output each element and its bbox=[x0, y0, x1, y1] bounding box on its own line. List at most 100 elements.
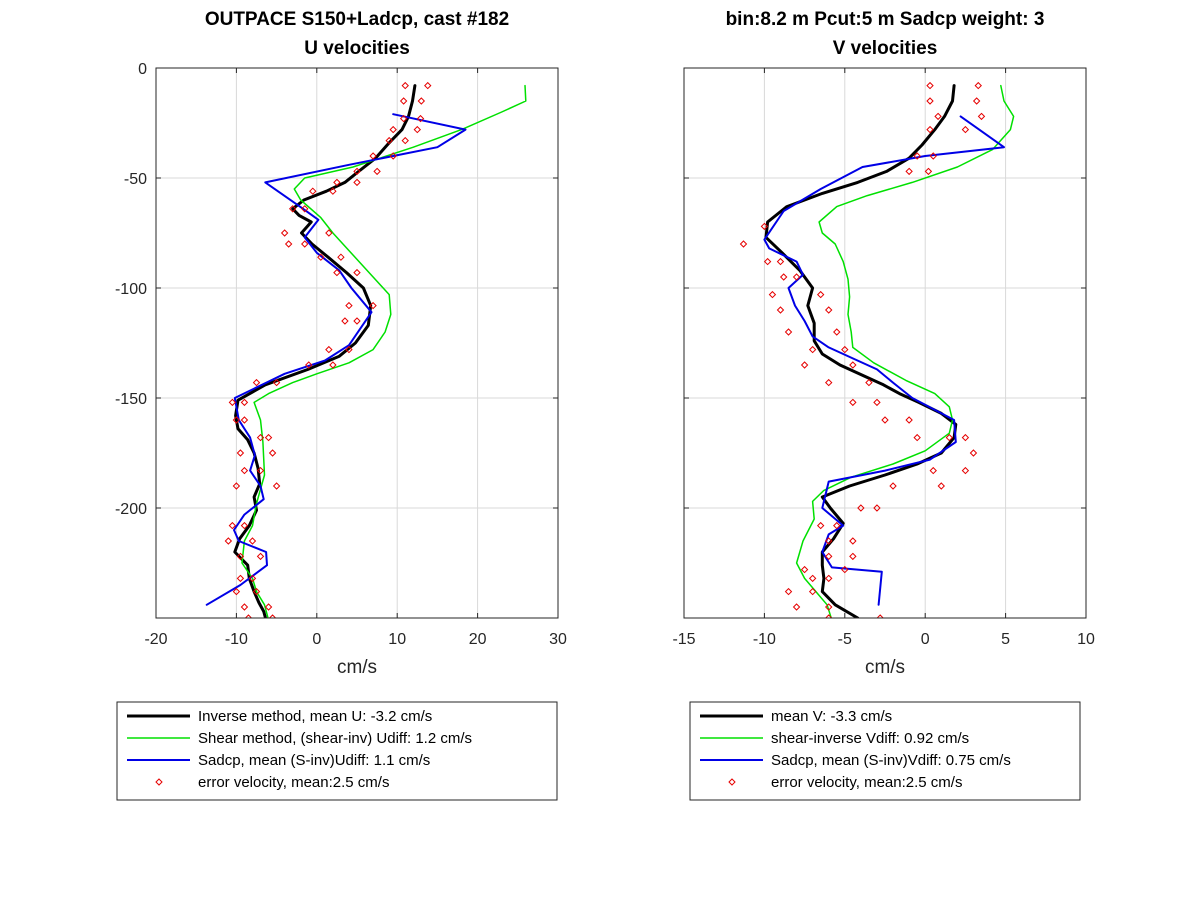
u-x-tick-label-4: 20 bbox=[469, 631, 487, 648]
u-error-point-10 bbox=[369, 152, 377, 160]
v-error-point-42 bbox=[857, 504, 865, 512]
u-error-point-39 bbox=[228, 398, 237, 407]
u-error-point-59 bbox=[252, 587, 261, 596]
v-velocity-panel: bin:8.2 m Pcut:5 m Sadcp weight: 3 V vel… bbox=[672, 9, 1095, 801]
u-error-point-28 bbox=[345, 301, 353, 310]
u-axes-box bbox=[155, 67, 559, 619]
v-error-point-35 bbox=[945, 433, 954, 442]
u-error-point-1 bbox=[424, 81, 432, 90]
v-error-point-18 bbox=[768, 290, 777, 299]
v-error-point-44 bbox=[816, 521, 825, 530]
v-error-point-23 bbox=[833, 328, 841, 336]
u-error-point-25 bbox=[337, 253, 345, 261]
v-x-tick-label-2: -5 bbox=[838, 631, 852, 648]
v-error-point-1 bbox=[974, 81, 982, 90]
v-x-axis-label: cm/s bbox=[865, 657, 905, 678]
u-x-tick-label-2: 0 bbox=[312, 631, 321, 648]
u-error-point-29 bbox=[369, 301, 377, 310]
v-error-point-16 bbox=[779, 273, 788, 281]
u-error-point-11 bbox=[389, 152, 397, 160]
v-axes-box bbox=[683, 67, 1087, 619]
v-grid bbox=[684, 68, 1086, 618]
u-ticks: -20 -10 0 10 20 300-50-100-150-200 bbox=[115, 61, 567, 648]
u-plot-area bbox=[205, 81, 527, 618]
u-series-line-1 bbox=[241, 84, 527, 618]
u-panel-subtitle: U velocities bbox=[304, 38, 410, 59]
u-error-point-8 bbox=[385, 136, 393, 145]
u-error-point-32 bbox=[325, 345, 333, 354]
u-error-point-36 bbox=[272, 378, 281, 387]
u-error-point-9 bbox=[401, 136, 409, 145]
u-y-tick-label-2: -100 bbox=[115, 281, 147, 298]
u-y-tick-label-0: 0 bbox=[138, 61, 147, 78]
u-error-point-57 bbox=[248, 574, 257, 583]
u-error-point-58 bbox=[232, 587, 241, 596]
u-error-point-55 bbox=[256, 552, 265, 561]
u-error-point-26 bbox=[333, 268, 341, 277]
v-error-point-21 bbox=[825, 306, 833, 314]
u-error-point-21 bbox=[325, 229, 333, 237]
u-error-point-51 bbox=[240, 521, 249, 530]
v-series-line-1 bbox=[795, 84, 1015, 618]
u-error-point-13 bbox=[373, 167, 381, 176]
v-error-point-7 bbox=[961, 125, 970, 134]
u-error-point-31 bbox=[353, 317, 361, 325]
v-error-point-39 bbox=[961, 466, 970, 475]
u-error-point-62 bbox=[244, 614, 253, 618]
v-error-point-3 bbox=[972, 97, 981, 105]
v-error-point-9 bbox=[929, 152, 937, 160]
u-error-point-47 bbox=[256, 466, 265, 475]
v-error-point-46 bbox=[825, 537, 833, 545]
v-error-point-32 bbox=[881, 416, 889, 424]
v-legend-label-0: mean V: -3.3 cm/s bbox=[771, 708, 892, 725]
v-error-point-10 bbox=[905, 167, 913, 176]
v-error-point-56 bbox=[792, 603, 801, 611]
u-velocity-panel: OUTPACE S150+Ladcp, cast #182 U velociti… bbox=[115, 9, 567, 801]
u-error-point-7 bbox=[413, 125, 422, 134]
u-x-axis-label: cm/s bbox=[337, 657, 377, 678]
u-error-point-6 bbox=[389, 125, 397, 134]
u-y-tick-label-3: -150 bbox=[115, 391, 147, 408]
u-error-point-35 bbox=[329, 361, 337, 369]
v-x-tick-label-4: 5 bbox=[1001, 631, 1010, 648]
v-error-point-38 bbox=[929, 466, 937, 475]
u-error-point-54 bbox=[236, 552, 245, 561]
u-error-point-30 bbox=[341, 317, 349, 325]
v-error-point-48 bbox=[825, 552, 833, 561]
v-error-point-0 bbox=[926, 81, 934, 90]
v-error-point-31 bbox=[873, 398, 881, 407]
v-error-point-27 bbox=[849, 361, 857, 369]
v-error-point-47 bbox=[849, 537, 857, 545]
v-error-point-33 bbox=[905, 416, 913, 424]
u-error-point-15 bbox=[353, 178, 361, 187]
v-error-point-5 bbox=[977, 112, 986, 121]
u-legend-swatch-3 bbox=[155, 778, 163, 786]
v-error-point-25 bbox=[841, 345, 849, 354]
u-error-point-38 bbox=[240, 398, 249, 407]
v-error-point-13 bbox=[739, 240, 748, 248]
v-error-point-51 bbox=[841, 565, 849, 574]
v-error-point-59 bbox=[876, 614, 884, 618]
u-error-point-48 bbox=[232, 482, 241, 490]
v-error-point-24 bbox=[808, 345, 817, 354]
u-error-point-53 bbox=[248, 537, 257, 545]
u-error-point-3 bbox=[417, 97, 426, 105]
v-error-point-12 bbox=[760, 222, 769, 231]
u-error-point-46 bbox=[240, 466, 249, 475]
u-error-point-16 bbox=[309, 187, 317, 195]
u-error-point-56 bbox=[236, 574, 245, 583]
v-error-point-8 bbox=[913, 152, 921, 160]
u-error-point-5 bbox=[416, 114, 425, 123]
u-error-point-23 bbox=[301, 240, 309, 248]
v-x-tick-label-5: 10 bbox=[1077, 631, 1095, 648]
v-error-point-36 bbox=[961, 433, 970, 442]
u-panel-title: OUTPACE S150+Ladcp, cast #182 bbox=[205, 9, 509, 30]
v-error-point-40 bbox=[889, 482, 897, 490]
v-error-point-6 bbox=[926, 125, 934, 134]
u-error-point-61 bbox=[264, 603, 273, 611]
v-error-point-20 bbox=[776, 306, 785, 314]
v-legend: mean V: -3.3 cm/s shear-inverse Vdiff: 0.… bbox=[689, 701, 1081, 801]
u-error-point-19 bbox=[301, 205, 309, 213]
v-series-line-2 bbox=[763, 115, 1005, 606]
